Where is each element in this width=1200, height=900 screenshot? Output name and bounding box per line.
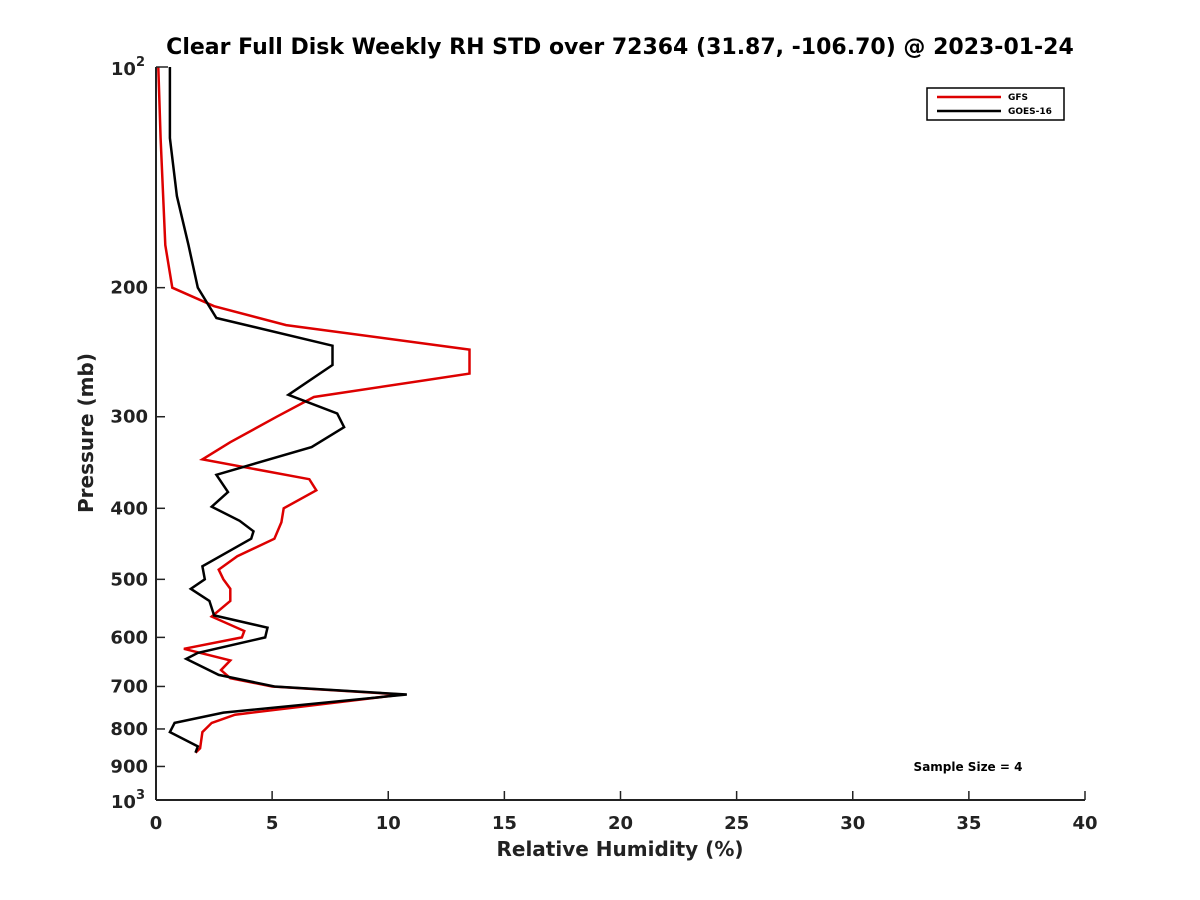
y-tick-label-200: 200 [110,278,148,299]
y-tick-label-800: 800 [110,719,148,740]
x-axis-label: Relative Humidity (%) [496,837,743,861]
y-major-tick-label-1000: 103 [111,788,145,813]
plot-area: 0 5 10 15 20 25 30 35 40 200 300 400 500 600 700 800 900… [110,55,1097,834]
sample-size-annotation: Sample Size = 4 [914,760,1023,774]
x-tick-label-0: 0 [150,813,163,834]
ticks-layer: 0 5 10 15 20 25 30 35 40 200 300 400 500 600 700 800 900… [110,55,1097,834]
x-tick-label-30: 30 [840,813,865,834]
x-tick-label-40: 40 [1072,813,1097,834]
x-tick-label-20: 20 [608,813,633,834]
x-tick-label-35: 35 [956,813,981,834]
x-tick-label-5: 5 [266,813,279,834]
y-tick-label-900: 900 [110,756,148,777]
series-line-goes16 [168,67,407,754]
series-layer [157,66,471,754]
x-tick-label-10: 10 [376,813,401,834]
chart-title: Clear Full Disk Weekly RH STD over 72364… [166,35,1074,60]
y-tick-label-500: 500 [110,569,148,590]
x-tick-label-15: 15 [492,813,517,834]
legend-box [926,87,1065,121]
y-axis-label: Pressure (mb) [74,353,98,513]
y-tick-label-300: 300 [110,407,148,428]
y-major-tick-label-100: 102 [111,55,145,80]
y-tick-label-600: 600 [110,627,148,648]
legend-label-goes16: GOES-16 [1008,107,1052,117]
y-tick-label-400: 400 [110,498,148,519]
legend-label-gfs: GFS [1008,93,1028,103]
x-tick-label-25: 25 [724,813,749,834]
legend: GFS GOES-16 [926,87,1065,121]
y-tick-label-700: 700 [110,676,148,697]
